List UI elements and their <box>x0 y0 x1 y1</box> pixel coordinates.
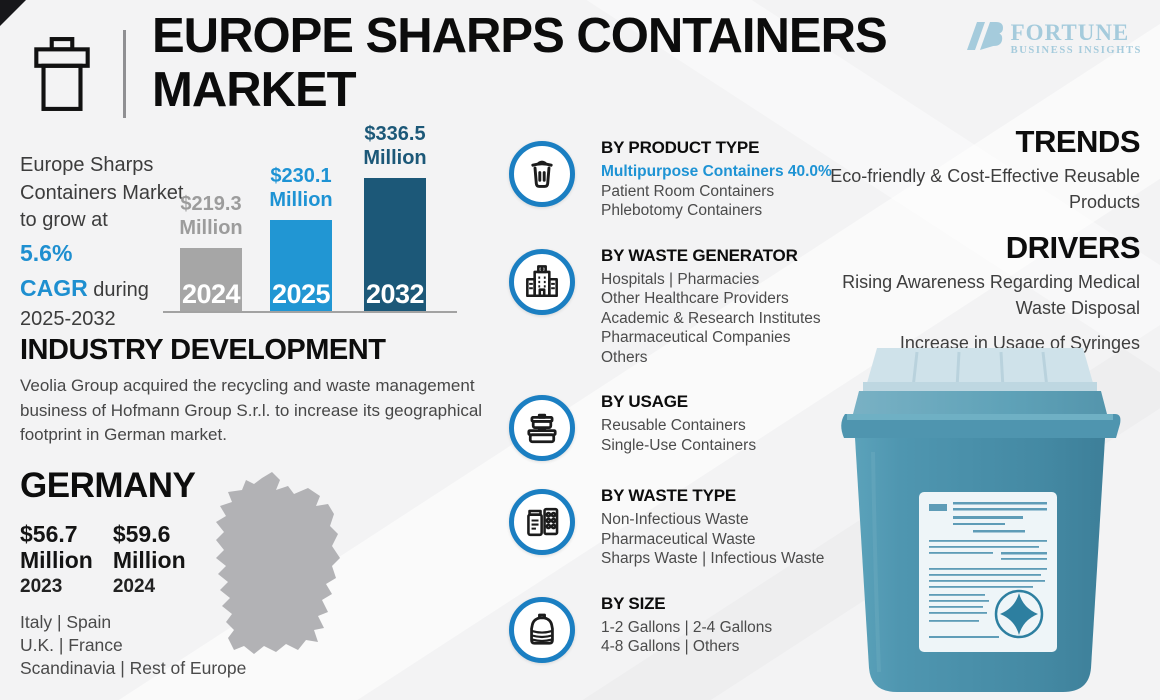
segment-row: BY WASTE GENERATOR Hospitals | Pharmacie… <box>509 245 839 368</box>
segment-item: Pharmaceutical Waste <box>601 530 756 548</box>
segment-item: 1-2 Gallons | 2-4 Gallons <box>601 618 773 636</box>
sharps-bin-icon <box>33 36 91 117</box>
stat-value: $56.7 <box>20 521 78 547</box>
stat-year: 2024 <box>112 576 156 597</box>
industry-development-title: INDUSTRY DEVELOPMENT <box>20 334 386 366</box>
corner-triangle-decoration <box>0 0 26 26</box>
segment-item: Pharmaceutical Companies <box>601 329 791 346</box>
segment-icon-circle <box>509 596 575 663</box>
segment-item: Academic & Research Institutes <box>601 309 821 327</box>
driver-item: Rising Awareness Regarding Medical Waste… <box>842 272 1140 318</box>
segment-items: Reusable Containers Single-Use Containers <box>601 416 756 455</box>
segment-title: BY WASTE TYPE <box>601 486 737 505</box>
segments-column: BY PRODUCT TYPE Multipurpose Containers … <box>509 137 839 687</box>
chart-bar-2025: 2025 <box>270 220 332 311</box>
trash-icon <box>520 152 564 196</box>
segment-item: Single-Use Containers <box>601 436 757 454</box>
drivers-title: DRIVERS <box>1005 230 1141 265</box>
segment-item: Others <box>601 348 648 366</box>
germany-map <box>202 470 348 671</box>
bar-year-label: 2032 <box>365 279 425 309</box>
segment-title: BY SIZE <box>601 593 666 613</box>
segment-items: 1-2 Gallons | 2-4 Gallons 4-8 Gallons | O… <box>601 618 772 657</box>
segment-item: Hospitals | Pharmacies <box>601 270 760 288</box>
segment-icon-circle <box>509 395 575 461</box>
cagr-value: 5.6% <box>20 239 73 266</box>
stat-year: 2023 <box>20 576 63 597</box>
logo-tagline: BUSINESS INSIGHTS <box>1010 44 1142 56</box>
bar-year-label: 2024 <box>181 279 241 309</box>
segment-item: 4-8 Gallons | Others <box>601 638 740 655</box>
chart-bar-2032: 2032 <box>364 178 426 311</box>
segment-item: Phlebotomy Containers <box>601 202 763 219</box>
segment-item: Other Healthcare Providers <box>601 290 789 307</box>
segment-items: Hospitals | Pharmacies Other Healthcare P… <box>601 270 821 368</box>
header-divider <box>123 30 126 118</box>
germany-stat-2023: $56.7 Million 2023 <box>20 521 93 598</box>
stat-unit: Million <box>20 547 93 573</box>
segment-item: Multipurpose Containers 40.0% <box>601 163 832 180</box>
segment-item: Non-Infectious Waste <box>601 511 749 528</box>
trends-drivers-panel: TRENDS Eco-friendly & Cost-Effective Reu… <box>818 124 1140 356</box>
bar-value-label: $230.1 Million <box>269 165 333 211</box>
segment-icon-circle <box>509 248 575 315</box>
stat-value: $59.6 <box>112 521 171 547</box>
trends-title: TRENDS <box>1015 124 1141 159</box>
bar-year-label: 2025 <box>271 279 331 309</box>
fb-logo-icon <box>964 20 1004 57</box>
cagr-label: CAGR <box>20 274 88 301</box>
segment-item: Reusable Containers <box>601 417 746 434</box>
trends-text: Eco-friendly & Cost-Effective Reusable P… <box>830 166 1140 212</box>
chart-bar-2024: 2024 <box>180 248 242 311</box>
fortune-business-insights-logo: FORTUNE BUSINESS INSIGHTS <box>964 20 1142 57</box>
segment-title: BY USAGE <box>601 392 688 411</box>
page-title: EUROPE SHARPS CONTAINERS MARKET <box>152 9 888 117</box>
sharps-container-image <box>833 342 1125 700</box>
segment-title: BY WASTE GENERATOR <box>601 245 798 265</box>
germany-stats: $56.7 Million 2023 $59.6 Million 2024 <box>20 521 186 598</box>
segment-icon-circle <box>509 141 575 207</box>
segment-item: Sharps Waste | Infectious Waste <box>601 550 825 567</box>
stat-unit: Million <box>112 547 186 573</box>
bar-chart: 2024 $219.3 Million 2025 $230.1 Million 2032… <box>163 120 457 313</box>
jug-icon <box>520 608 564 652</box>
during-label: during <box>93 278 149 301</box>
segment-items: Multipurpose Containers 40.0% Patient Roo… <box>601 162 832 221</box>
segment-row: BY USAGE Reusable Containers Single-Use C… <box>509 391 839 461</box>
segment-icon-circle <box>509 489 575 555</box>
germany-title: GERMANY <box>20 466 196 505</box>
segment-row: BY WASTE TYPE Non-Infectious Waste Pharma… <box>509 485 839 569</box>
segment-row: BY PRODUCT TYPE Multipurpose Containers … <box>509 137 839 221</box>
segment-item: Patient Room Containers <box>601 182 775 200</box>
segment-items: Non-Infectious Waste Pharmaceutical Waste… <box>601 510 824 569</box>
industry-development-text: Veolia Group acquired the recycling and … <box>20 376 483 444</box>
logo-name: FORTUNE <box>1010 19 1130 45</box>
segment-title: BY PRODUCT TYPE <box>601 138 760 157</box>
bar-value-label: $336.5 Million <box>363 123 427 169</box>
containers-icon <box>520 406 564 450</box>
germany-stat-2024: $59.6 Million 2024 <box>113 521 186 598</box>
hospital-icon <box>520 260 564 304</box>
segment-row: BY SIZE 1-2 Gallons | 2-4 Gallons 4-8 Gal… <box>509 593 839 663</box>
pills-icon <box>520 500 564 544</box>
